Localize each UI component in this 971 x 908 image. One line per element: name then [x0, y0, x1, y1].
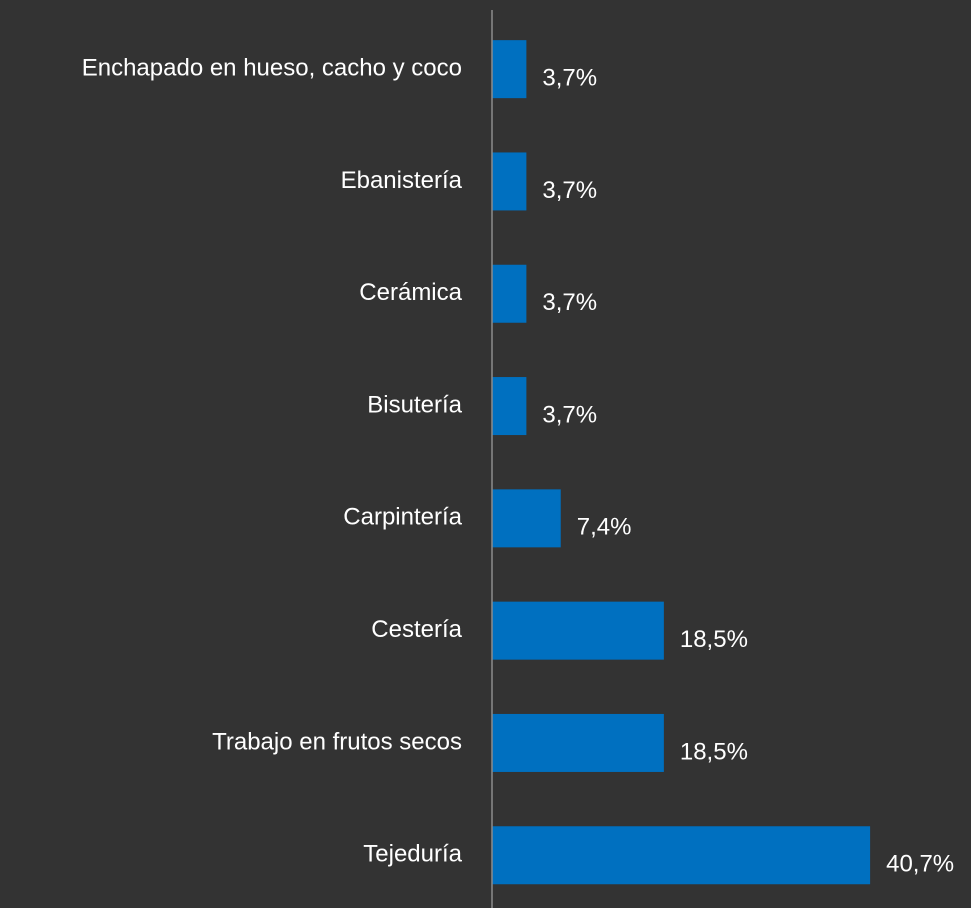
value-label: 18,5% — [680, 626, 748, 653]
value-label: 3,7% — [542, 401, 597, 428]
value-label: 3,7% — [542, 177, 597, 204]
bar — [492, 377, 527, 436]
category-label: Carpintería — [343, 504, 462, 531]
category-label: Cerámica — [359, 279, 462, 306]
bar — [492, 826, 871, 885]
category-label: Ebanistería — [341, 167, 463, 194]
bar — [492, 601, 664, 660]
category-label: Tejeduría — [363, 841, 462, 868]
category-label: Bisutería — [367, 391, 462, 418]
bar — [492, 40, 527, 99]
bar — [492, 489, 561, 548]
bar — [492, 264, 527, 323]
category-label: Cestería — [371, 616, 462, 643]
category-label: Enchapado en hueso, cacho y coco — [82, 54, 462, 81]
bar — [492, 713, 664, 772]
value-label: 40,7% — [886, 851, 954, 878]
value-label: 3,7% — [542, 289, 597, 316]
value-label: 7,4% — [577, 514, 632, 541]
category-label: Trabajo en frutos secos — [212, 728, 462, 755]
value-label: 18,5% — [680, 738, 748, 765]
value-label: 3,7% — [542, 64, 597, 91]
bar — [492, 152, 527, 211]
